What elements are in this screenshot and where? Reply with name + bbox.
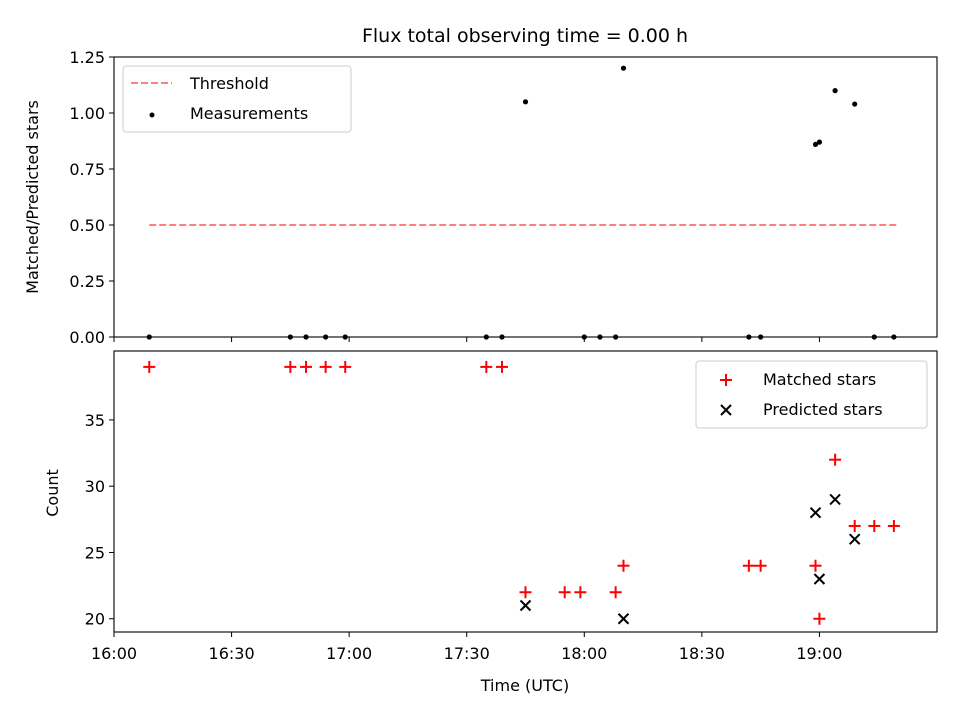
top-legend: Threshold Measurements	[122, 65, 352, 133]
matched-star-point	[558, 586, 571, 599]
bottom-y-axis-label: Count	[43, 469, 62, 517]
bottom-y-tick-label: 35	[85, 411, 105, 430]
legend-predicted-label: Predicted stars	[763, 400, 883, 419]
bottom-x-tick-label: 17:30	[444, 644, 490, 663]
bottom-y-tick-label: 20	[85, 610, 105, 629]
matched-star-point	[829, 453, 842, 466]
top-y-tick-label: 0.75	[69, 160, 105, 179]
matched-star-point	[754, 559, 767, 572]
bottom-x-tick-label: 16:00	[91, 644, 137, 663]
legend-matched-swatch	[720, 374, 732, 386]
matched-star-point	[887, 519, 900, 532]
bottom-x-axis-label: Time (UTC)	[480, 676, 569, 695]
legend-matched-label: Matched stars	[763, 370, 876, 389]
bottom-x-tick-label: 19:00	[796, 644, 842, 663]
legend-measurements-swatch	[149, 112, 155, 118]
top-plot-area	[146, 65, 898, 340]
top-y-tick-label: 1.25	[69, 48, 105, 67]
bottom-y-tick-label: 25	[85, 543, 105, 562]
matched-star-point	[868, 519, 881, 532]
matched-star-point	[809, 559, 822, 572]
predicted-star-point	[813, 573, 826, 585]
matched-star-point	[848, 519, 861, 532]
matched-star-point	[742, 559, 755, 572]
legend-predicted-swatch	[720, 404, 732, 416]
bottom-x-tick-label: 18:00	[561, 644, 607, 663]
top-y-tick-label: 1.00	[69, 104, 105, 123]
measurement-point	[620, 65, 627, 71]
matched-star-point	[339, 360, 352, 373]
legend-measurements-label: Measurements	[190, 104, 308, 123]
bottom-plot-area	[143, 360, 900, 625]
top-y-tick-label: 0.50	[69, 216, 105, 235]
top-x-ticks	[113, 337, 820, 342]
bottom-axes-frame	[113, 350, 938, 633]
matched-star-point	[609, 586, 622, 599]
measurement-point	[522, 99, 529, 105]
legend-threshold-label: Threshold	[189, 74, 269, 93]
predicted-star-point	[809, 507, 822, 519]
top-y-axis-label: Matched/Predicted stars	[23, 100, 42, 294]
bottom-x-tick-label: 17:00	[326, 644, 372, 663]
measurement-point	[812, 141, 819, 147]
top-y-axis: 0.00 0.25 0.50 0.75 1.00 1.25	[69, 48, 114, 347]
top-axes-frame	[113, 56, 938, 338]
top-chart-title: Flux total observing time = 0.00 h	[362, 25, 688, 47]
bottom-y-tick-label: 30	[85, 477, 105, 496]
bottom-y-axis: 20 25 30 35	[85, 411, 114, 629]
matched-star-point	[284, 360, 297, 373]
matched-star-point	[143, 360, 156, 373]
matched-star-point	[617, 559, 630, 572]
measurement-point	[852, 101, 858, 107]
matched-star-point	[319, 360, 332, 373]
matched-star-point	[480, 360, 493, 373]
matched-star-point	[574, 586, 587, 599]
predicted-star-point	[829, 493, 841, 506]
predicted-star-point	[617, 613, 630, 625]
measurement-point	[832, 88, 838, 94]
matched-star-point	[495, 360, 508, 373]
matched-star-point	[813, 612, 826, 625]
predicted-star-point	[848, 533, 861, 545]
bottom-x-tick-label: 18:30	[679, 644, 725, 663]
matched-star-point	[300, 360, 313, 373]
top-y-tick-label: 0.00	[69, 328, 105, 347]
bottom-x-tick-label: 16:30	[209, 644, 255, 663]
matched-star-point	[519, 586, 532, 599]
predicted-star-point	[519, 599, 532, 612]
bottom-legend: Matched stars Predicted stars	[695, 360, 928, 429]
top-panel: 0.00 0.25 0.50 0.75 1.00 1.25 Matched/Predict…	[23, 48, 938, 347]
top-y-tick-label: 0.25	[69, 272, 105, 291]
measurement-point	[816, 139, 823, 145]
bottom-x-axis: 16:00 16:30 17:00 17:30 18:00 18:30 19:00	[91, 632, 842, 663]
